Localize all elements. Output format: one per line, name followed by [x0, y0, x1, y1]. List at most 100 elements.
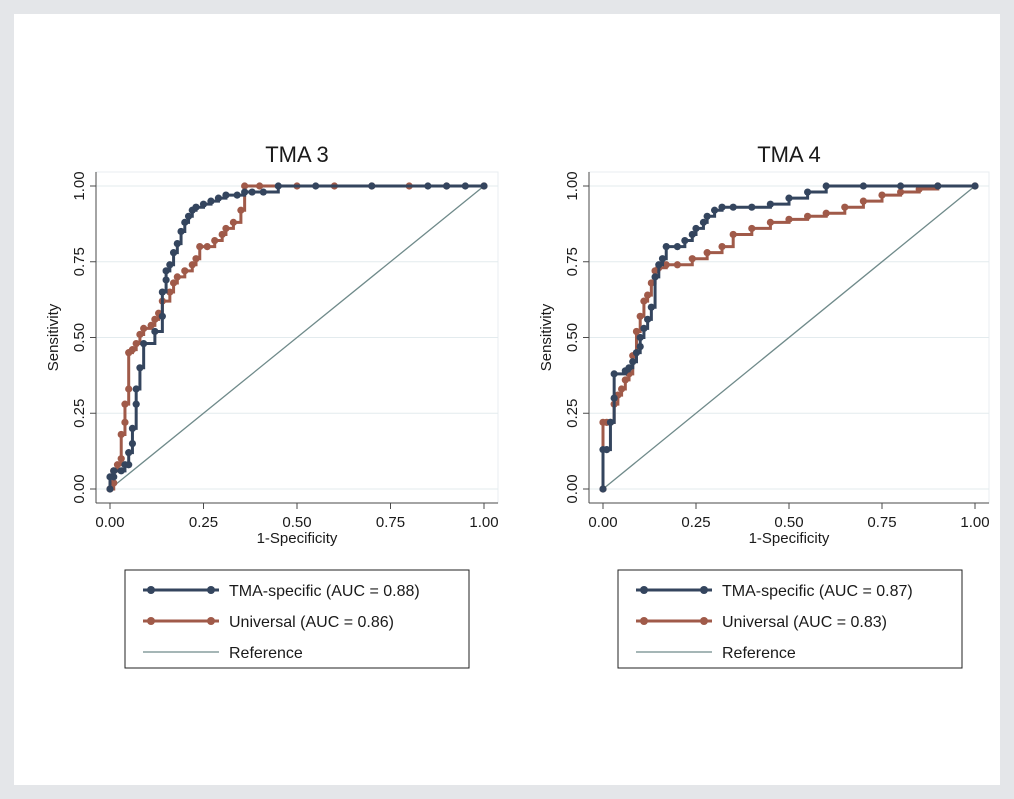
chart-panel-1: 0.00 0.25 0.50 0.75 1.00 0.00 0.25 0.50 0.75 1.00…: [45, 142, 499, 669]
data-point: [897, 188, 905, 196]
y-tick-label: 0.75: [564, 247, 581, 276]
data-point: [618, 385, 626, 393]
data-point: [822, 209, 830, 217]
data-point: [151, 327, 159, 336]
data-point: [110, 467, 118, 475]
data-point: [729, 230, 737, 239]
legend-key-marker: [640, 586, 648, 594]
y-tick-label: 1.00: [564, 171, 581, 200]
data-point: [259, 188, 267, 196]
data-point: [132, 339, 140, 348]
data-point: [158, 312, 166, 320]
chart-panel-2: 0.00 0.25 0.50 0.75 1.00 0.00 0.25 0.50 0.75 1.00…: [538, 142, 990, 669]
data-point: [136, 364, 144, 372]
data-point: [196, 243, 204, 251]
data-point: [158, 288, 166, 296]
data-point: [897, 182, 905, 190]
data-point: [166, 261, 174, 269]
data-point: [718, 243, 726, 251]
x-tick-label: 1.00: [960, 514, 989, 531]
data-point: [629, 358, 637, 366]
data-point: [424, 182, 432, 190]
legend-key-marker: [207, 617, 215, 625]
x-tick-label: 0.25: [189, 514, 218, 531]
data-point: [610, 394, 618, 402]
data-point: [688, 230, 696, 239]
series-tma-specific: [599, 182, 979, 493]
data-point: [658, 255, 667, 263]
data-point: [673, 261, 682, 269]
data-point: [192, 255, 200, 263]
data-point: [214, 194, 223, 202]
data-point: [443, 182, 451, 190]
data-point: [184, 212, 193, 220]
data-point: [132, 400, 140, 408]
data-point: [222, 191, 230, 199]
data-point: [461, 182, 469, 190]
data-point: [211, 236, 219, 245]
series-reference: [602, 185, 976, 490]
y-axis-label: Sensitivity: [538, 303, 555, 371]
data-point: [117, 467, 125, 475]
data-point: [117, 455, 125, 463]
y-tick-label: 0.00: [71, 474, 88, 503]
data-point: [785, 194, 793, 202]
data-point: [703, 212, 711, 220]
data-point: [878, 191, 886, 199]
data-point: [603, 446, 611, 454]
x-axis-label: 1-Specificity: [749, 530, 830, 547]
x-tick-label: 0.75: [376, 514, 405, 531]
reference-line: [109, 185, 485, 490]
legend: TMA-specific (AUC = 0.88) Universal (AUC …: [124, 569, 470, 669]
legend-label: Universal (AUC = 0.86): [229, 614, 394, 631]
data-point: [699, 218, 708, 226]
data-point: [785, 215, 793, 223]
data-point: [121, 400, 129, 408]
data-point: [766, 200, 775, 208]
data-point: [703, 249, 711, 257]
x-axis-label: 1-Specificity: [257, 530, 338, 547]
data-point: [173, 273, 181, 281]
data-point: [632, 349, 641, 357]
data-point: [181, 267, 189, 275]
data-point: [229, 218, 238, 226]
data-point: [647, 279, 655, 287]
y-tick-label: 0.50: [71, 323, 88, 352]
data-point: [110, 473, 118, 481]
data-point: [248, 188, 256, 196]
data-point: [804, 212, 812, 220]
data-point: [368, 182, 376, 190]
data-point: [125, 385, 133, 393]
data-point: [166, 288, 174, 296]
data-point: [647, 303, 655, 311]
chart-title: TMA 3: [265, 142, 329, 167]
data-point: [233, 191, 241, 199]
data-point: [147, 321, 155, 329]
y-tick-label: 1.00: [71, 171, 88, 200]
data-point: [766, 218, 775, 226]
legend-key-marker: [700, 586, 708, 594]
data-point: [711, 206, 719, 214]
data-point: [640, 324, 648, 333]
data-point: [110, 479, 118, 487]
x-tick-label: 1.00: [469, 514, 498, 531]
data-point: [222, 224, 230, 233]
data-point: [729, 203, 737, 211]
x-tick-label: 0.50: [282, 514, 311, 531]
data-point: [934, 182, 942, 190]
data-point: [203, 243, 211, 251]
data-point: [128, 439, 137, 448]
data-point: [151, 315, 159, 323]
y-tick-label: 0.25: [564, 399, 581, 428]
data-point: [625, 364, 633, 372]
data-point: [128, 346, 137, 354]
y-axis-label: Sensitivity: [45, 303, 62, 371]
data-point: [140, 339, 148, 348]
data-point: [644, 291, 652, 299]
data-point: [207, 197, 215, 205]
chart-title: TMA 4: [757, 142, 821, 167]
data-point: [237, 206, 245, 214]
legend-key-marker: [147, 586, 155, 594]
data-point: [241, 188, 249, 196]
series-reference: [109, 185, 485, 490]
